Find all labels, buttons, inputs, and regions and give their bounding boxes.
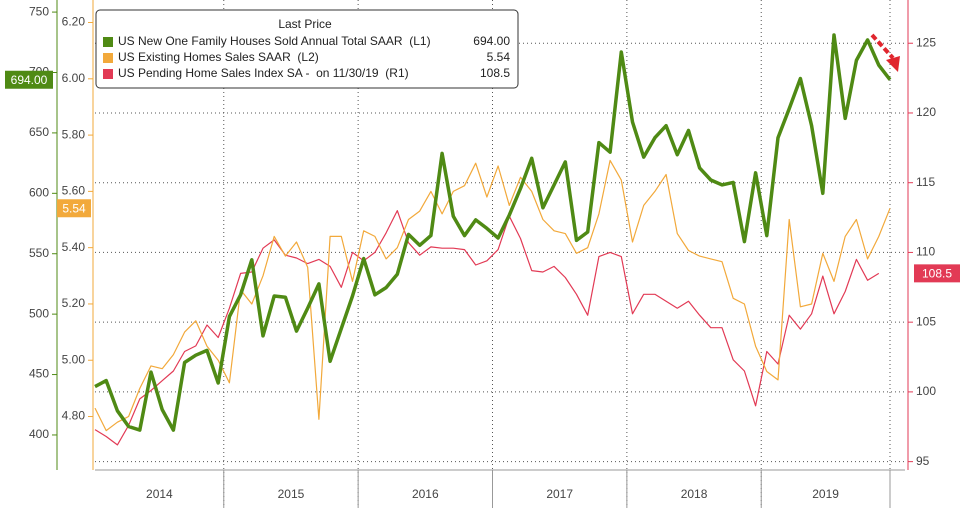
y-tick-label: 5.20	[62, 296, 86, 310]
y-tick-label: 4.80	[62, 409, 86, 423]
y-tick-label: 400	[29, 427, 49, 441]
legend-swatch	[103, 69, 113, 79]
x-tick-label: 2016	[412, 487, 439, 501]
legend-label: US Existing Homes Sales SAAR (L2)	[118, 50, 319, 64]
x-tick-label: 2015	[278, 487, 305, 501]
y-tick-label: 95	[916, 454, 930, 468]
y-tick-label: 125	[916, 35, 936, 49]
legend-title: Last Price	[278, 17, 332, 31]
y-tick-label: 5.40	[62, 240, 86, 254]
y-tick-label: 100	[916, 384, 936, 398]
legend-swatch	[103, 37, 113, 47]
legend-box	[95, 9, 519, 89]
y-tick-label: 105	[916, 314, 936, 328]
y-tick-label: 5.00	[62, 352, 86, 366]
y-tick-label: 110	[916, 245, 935, 259]
legend-value: 5.54	[487, 50, 511, 64]
x-tick-label: 2014	[146, 487, 173, 501]
x-tick-label: 2017	[546, 487, 573, 501]
legend-label: US Pending Home Sales Index SA - on 11/3…	[118, 66, 409, 80]
legend-value: 694.00	[473, 34, 510, 48]
last-value-label: 5.54	[62, 201, 86, 215]
y-tick-label: 5.60	[62, 184, 86, 198]
y-tick-label: 650	[29, 125, 49, 139]
last-value-label: 694.00	[11, 73, 48, 87]
y-tick-label: 550	[29, 246, 49, 260]
last-value-label: 108.5	[922, 267, 952, 281]
x-tick-label: 2019	[812, 487, 839, 501]
y-tick-label: 6.20	[62, 15, 86, 29]
y-tick-label: 500	[29, 306, 49, 320]
last-value-box	[5, 70, 53, 89]
annotation-arrow	[870, 33, 900, 72]
legend-value: 108.5	[480, 66, 510, 80]
legend-label: US New One Family Houses Sold Annual Tot…	[118, 34, 431, 48]
series-line	[94, 159, 891, 432]
last-value-box	[57, 199, 91, 218]
x-tick-label: 2018	[681, 487, 708, 501]
y-tick-label: 115	[916, 175, 935, 189]
legend: Last Price US New One Family Houses Sold …	[95, 9, 519, 89]
y-tick-label: 450	[29, 367, 49, 381]
y-tick-label: 750	[29, 4, 49, 18]
last-value-box	[914, 264, 960, 283]
legend-swatch	[103, 53, 113, 63]
y-tick-label: 6.00	[62, 71, 86, 85]
y-tick-label: 5.80	[62, 127, 86, 141]
y-tick-label: 120	[916, 105, 936, 119]
series-line	[94, 33, 892, 432]
series-line	[94, 210, 880, 446]
y-tick-label: 600	[29, 185, 49, 199]
